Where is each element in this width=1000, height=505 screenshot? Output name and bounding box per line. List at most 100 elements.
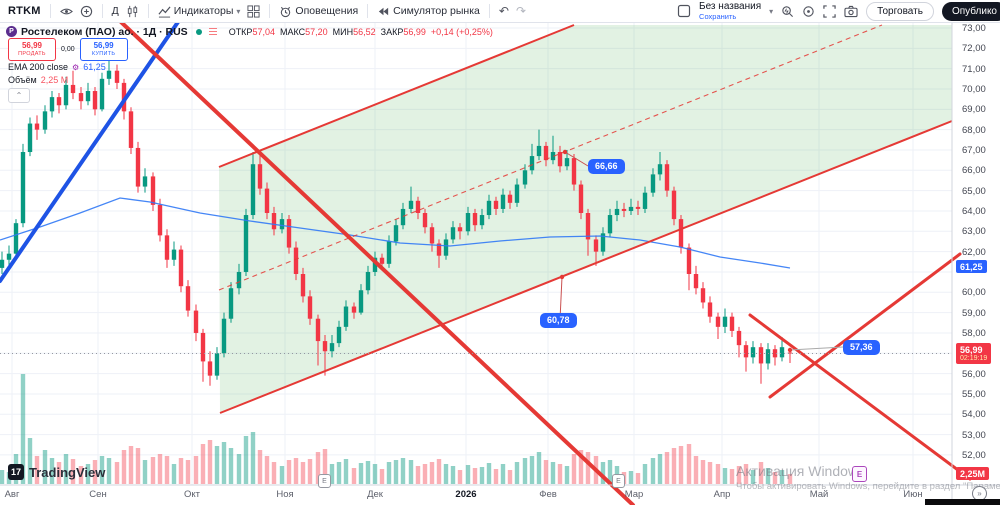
price-axis-tick: 67,00: [962, 144, 986, 156]
quick-search-icon[interactable]: [781, 5, 794, 18]
collapse-legend-button[interactable]: ⌃: [8, 88, 30, 103]
time-axis-tick: Май: [809, 489, 829, 500]
windows-activation-watermark-line2: Чтобы активировать Windows, перейдите в …: [736, 481, 1000, 492]
gridlines: [0, 22, 952, 485]
ema-line: [0, 197, 791, 269]
layout-title: Без названия: [699, 0, 762, 12]
chart-legend: Р Ростелеком (ПАО) ао. · 1Д · RUS ОТКР57…: [6, 25, 493, 38]
event-badge-upcoming-earnings[interactable]: E: [852, 466, 867, 482]
symbol-row[interactable]: Р Ростелеком (ПАО) ао. · 1Д · RUS ОТКР57…: [6, 25, 493, 38]
open-label: ОТКР: [228, 26, 253, 37]
price-axis-tick: 70,00: [962, 83, 986, 95]
ema-indicator-row[interactable]: EMA 200 close ⚙ 61,25: [8, 62, 106, 72]
price-axis-tick: 52,00: [962, 449, 986, 461]
volume-value: 2,25 М: [40, 75, 69, 85]
spread-value: 0,00: [61, 46, 75, 53]
redo-button[interactable]: ↷: [515, 4, 527, 18]
chevron-down-icon[interactable]: ▾: [769, 6, 774, 16]
low-label: МИН: [332, 26, 354, 37]
tradingview-logo[interactable]: 17 TradingView: [8, 464, 105, 480]
volume-indicator-row[interactable]: Объём 2,25 М: [8, 75, 68, 85]
price-callout-6078[interactable]: 60,78: [540, 313, 577, 328]
price-axis-tick: 58,00: [962, 327, 986, 339]
indicators-icon: [158, 5, 171, 18]
layout-select-icon[interactable]: [677, 4, 691, 18]
price-axis-tick: 64,00: [962, 205, 986, 217]
sell-label: ПРОДАТЬ: [18, 50, 46, 57]
layout-name-button[interactable]: Без названия Сохранить: [699, 0, 762, 21]
symbol-search-button[interactable]: RTKM: [8, 5, 41, 17]
time-axis-tick: Фев: [539, 489, 557, 500]
price-callout-6666[interactable]: 66,66: [588, 159, 625, 174]
layout-grid-icon[interactable]: [247, 4, 260, 18]
interval-button[interactable]: Д: [111, 5, 119, 17]
price-axis-tick: 73,00: [962, 23, 986, 34]
time-axis-tick: Окт: [183, 489, 201, 500]
indicators-label: Индикаторы: [173, 5, 234, 17]
chevron-down-icon: ▾: [236, 6, 241, 16]
parallel-channel-fill: [219, 25, 952, 413]
save-link[interactable]: Сохранить: [699, 11, 737, 21]
replay-label: Симулятор рынка: [393, 5, 480, 17]
buy-label: КУПИТЬ: [91, 50, 116, 57]
undo-button[interactable]: ↶: [498, 4, 509, 18]
tradingview-logo-text: TradingView: [29, 464, 106, 480]
price-axis-tick: 62,00: [962, 246, 986, 258]
indicators-button[interactable]: Индикаторы ▾: [158, 5, 241, 18]
trade-button[interactable]: Торговать: [866, 1, 934, 21]
publish-button[interactable]: Опублико: [941, 1, 1000, 21]
price-axis-tick: 66,00: [962, 165, 986, 177]
market-status-icon[interactable]: [195, 28, 202, 35]
price-axis-tick: 59,00: [962, 307, 986, 319]
price-axis-tick: 60,00: [962, 287, 986, 299]
price-axis-tick: 68,00: [962, 124, 986, 136]
symbol-title[interactable]: Ростелеком (ПАО) ао. · 1Д · RUS: [21, 25, 188, 38]
bar-countdown: 02:19:19: [960, 354, 988, 362]
high-label: МАКС: [279, 26, 306, 37]
buy-button[interactable]: 56,99 КУПИТЬ: [79, 38, 128, 61]
eye-icon[interactable]: [59, 5, 73, 18]
channel-midline: [218, 24, 883, 291]
channel-upper-line: [218, 24, 575, 168]
top-toolbar: RTKM Д Индикаторы ▾ Оповещения Симуля: [0, 0, 1000, 23]
price-axis-tick: 56,00: [962, 368, 986, 380]
volume-label: Объём: [8, 75, 37, 85]
open-value: 57,04: [252, 26, 275, 37]
ema-axis-tag: 61,25: [956, 260, 987, 274]
camera-snapshot-icon[interactable]: [844, 5, 858, 18]
legend-menu-icon[interactable]: [208, 27, 217, 36]
toolbar-right: Без названия Сохранить ▾ Торговать Опубл…: [677, 0, 1000, 22]
alarm-clock-icon: [279, 5, 292, 18]
sell-button[interactable]: 56,99 ПРОДАТЬ: [8, 38, 56, 61]
chart-style-candles-icon[interactable]: [126, 5, 139, 18]
toolbar-left: RTKM Д Индикаторы ▾ Оповещения Симуля: [0, 0, 526, 22]
time-axis-tick: 2026: [455, 489, 477, 500]
time-axis-tick: Мар: [624, 489, 644, 500]
compare-add-icon[interactable]: [80, 5, 93, 18]
price-callout-5736[interactable]: 57,36: [843, 340, 880, 355]
alerts-button[interactable]: Оповещения: [279, 5, 358, 18]
volume-axis-tag: 2,25М: [956, 467, 990, 481]
trendline: [768, 252, 962, 399]
ohlc-row: ОТКР57,04 МАКС57,20 МИН56,52 ЗАКР56,99 +…: [229, 27, 493, 37]
divider: [488, 4, 490, 18]
price-axis-tick: 54,00: [962, 409, 986, 421]
divider: [367, 4, 369, 18]
gear-icon[interactable]: ⚙: [72, 62, 80, 72]
trade-panel: 56,99 ПРОДАТЬ 0,00 56,99 КУПИТЬ: [8, 38, 128, 61]
high-value: 57,20: [305, 26, 328, 37]
event-badge-earnings[interactable]: E: [318, 474, 331, 488]
ema-label: EMA 200 close: [8, 62, 69, 72]
ema-value: 61,25: [83, 62, 106, 72]
price-axis-tick: 53,00: [962, 429, 986, 441]
replay-button[interactable]: Симулятор рынка: [377, 5, 480, 18]
candles: [0, 60, 793, 386]
time-axis-tick: Авг: [4, 489, 20, 500]
fullscreen-icon[interactable]: [823, 4, 836, 18]
settings-target-icon[interactable]: [802, 5, 815, 18]
event-badge-earnings[interactable]: E: [612, 474, 625, 488]
time-axis-tick: Ноя: [276, 489, 294, 500]
windows-activation-watermark-line1: Активация Windows: [736, 463, 866, 479]
